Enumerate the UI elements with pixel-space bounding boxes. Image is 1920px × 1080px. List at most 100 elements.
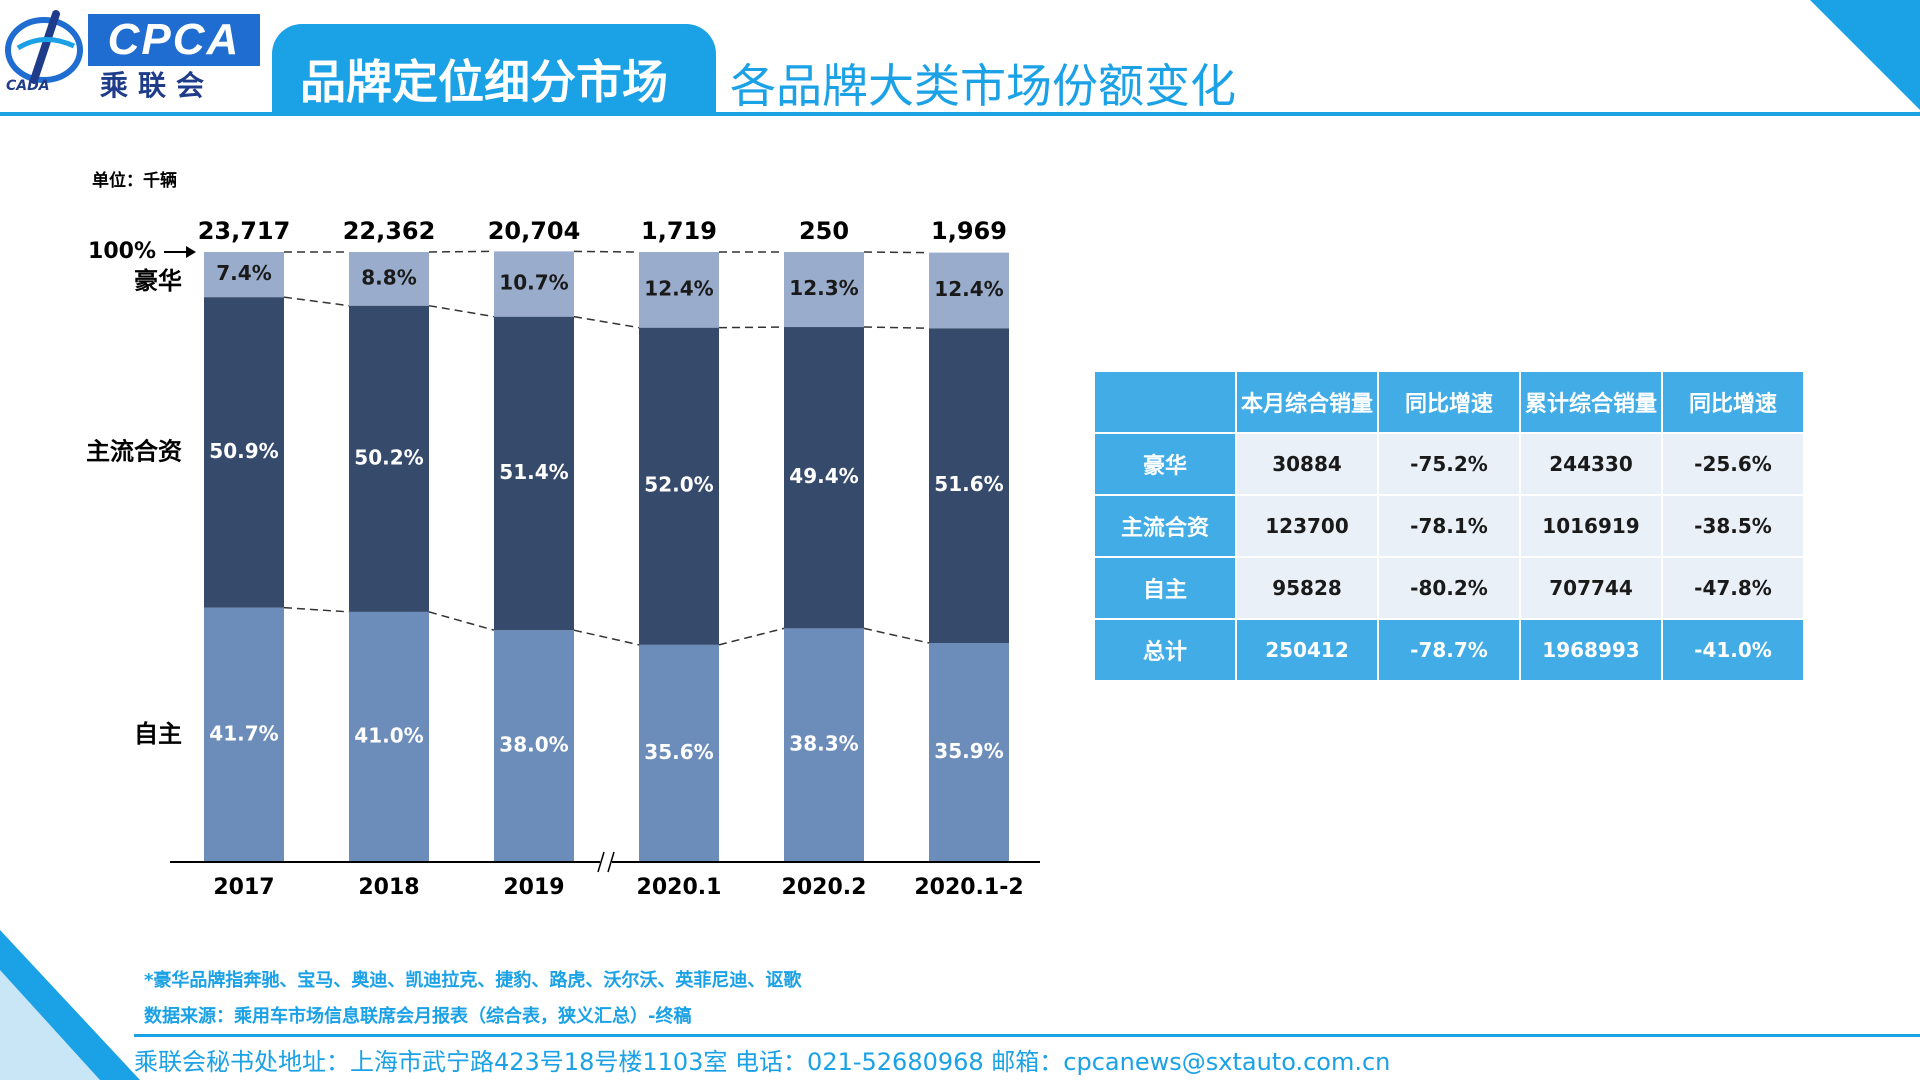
segment-value-label: 41.7%	[209, 721, 278, 745]
series-label: 豪华	[134, 267, 182, 295]
bar-segment	[494, 630, 574, 862]
bar-segment	[494, 251, 574, 317]
segment-value-label: 50.2%	[354, 445, 423, 469]
segment-value-label: 41.0%	[354, 723, 423, 747]
axis-break-mark	[597, 851, 605, 873]
title-tab	[272, 24, 716, 114]
segment-value-label: 8.8%	[361, 265, 416, 289]
dashed-connector	[428, 611, 495, 631]
hundred-percent-label: 100%	[88, 239, 156, 264]
bar-total-label: 23,717	[198, 217, 291, 245]
bar-total-label: 1,969	[931, 217, 1007, 245]
page-subtitle: 各品牌大类市场份额变化	[730, 59, 1236, 113]
segment-value-label: 52.0%	[644, 473, 713, 497]
bar-segment	[929, 328, 1009, 644]
segment-value-label: 7.4%	[216, 261, 271, 285]
table-cell: -25.6%	[1663, 434, 1803, 494]
segment-value-label: 51.6%	[934, 472, 1003, 496]
table-cell: -75.2%	[1379, 434, 1519, 494]
table-cell: -41.0%	[1663, 620, 1803, 680]
header-divider	[0, 112, 1920, 116]
x-tick-label: 2017	[213, 875, 274, 900]
segment-value-label: 38.0%	[499, 733, 568, 757]
x-tick-label: 2020.2	[782, 875, 867, 900]
cpca-emblem-icon	[5, 10, 83, 84]
corner-decoration-bottom-left	[0, 930, 140, 1080]
bar-segment	[929, 643, 1009, 862]
segment-value-label: 12.4%	[934, 277, 1003, 301]
bar-total-label: 20,704	[488, 217, 581, 245]
table-col-header: 累计综合销量	[1521, 372, 1661, 432]
axis-break-mark	[607, 851, 615, 873]
segment-value-label: 10.7%	[499, 271, 568, 295]
bar-segment	[349, 611, 429, 862]
dashed-connector	[863, 251, 930, 254]
stacked-bar-chart: 41.7% 50.9% 7.4% 2017 23,717 41.0% 50.2% 8.8% 20…	[86, 217, 1040, 900]
x-tick-label: 2019	[503, 875, 564, 900]
table-cell: 250412	[1237, 620, 1377, 680]
bar-total-label: 1,719	[641, 217, 717, 245]
table-row: 豪华 30884 -75.2% 244330 -25.6%	[1095, 434, 1803, 494]
cpca-logo: CPCA 乘联会 CADA	[0, 0, 270, 110]
table-row-label: 豪华	[1095, 434, 1235, 494]
dashed-connector	[428, 250, 495, 253]
segment-value-label: 35.6%	[644, 740, 713, 764]
logo-cpca-text: CPCA	[88, 14, 260, 66]
table-cell: 95828	[1237, 558, 1377, 618]
table-col-header: 同比增速	[1379, 372, 1519, 432]
bar-segment	[929, 252, 1009, 329]
dashed-connector	[428, 304, 495, 318]
corner-decoration-top-right	[1810, 0, 1920, 110]
bar-segment	[784, 252, 864, 328]
table-cell: -78.1%	[1379, 496, 1519, 556]
unit-label: 单位：千辆	[92, 171, 177, 191]
dashed-connector	[573, 629, 640, 646]
segment-value-label: 49.4%	[789, 464, 858, 488]
bar-total-label: 22,362	[343, 217, 436, 245]
table-cell: -78.7%	[1379, 620, 1519, 680]
table-cell: 707744	[1521, 558, 1661, 618]
dashed-connector	[573, 250, 640, 253]
logo-cada-text: CADA	[6, 78, 50, 94]
axis-break-gap	[600, 850, 612, 874]
table-col-header: 本月综合销量	[1237, 372, 1377, 432]
table-row-label: 自主	[1095, 558, 1235, 618]
arrow-head-icon	[186, 246, 196, 258]
segment-value-label: 12.3%	[789, 276, 858, 300]
dashed-connector	[718, 326, 785, 329]
bar-segment	[349, 305, 429, 612]
segment-value-label: 50.9%	[209, 439, 278, 463]
table-cell: -47.8%	[1663, 558, 1803, 618]
bar-segment	[494, 316, 574, 631]
dashed-connector	[283, 606, 350, 613]
bar-segment	[784, 628, 864, 862]
x-tick-label: 2020.1-2	[914, 875, 1023, 900]
table-cell: 1016919	[1521, 496, 1661, 556]
bar-segment	[349, 252, 429, 306]
bar-segment	[639, 327, 719, 645]
table-row-label: 总计	[1095, 620, 1235, 680]
segment-value-label: 35.9%	[934, 739, 1003, 763]
footer-contact: 乘联会秘书处地址：上海市武宁路423号18号楼1103室 电话：021-5268…	[134, 1048, 1391, 1076]
luxury-definition-note: *豪华品牌指奔驰、宝马、奥迪、凯迪拉克、捷豹、路虎、沃尔沃、英菲尼迪、讴歌	[144, 970, 802, 991]
bar-total-label: 250	[799, 217, 849, 245]
table-cell: -80.2%	[1379, 558, 1519, 618]
dashed-connector	[573, 315, 640, 329]
dashed-connector	[863, 627, 930, 644]
dashed-connector	[863, 326, 930, 329]
table-row-label: 主流合资	[1095, 496, 1235, 556]
bar-segment	[204, 297, 284, 608]
table-row: 自主 95828 -80.2% 707744 -47.8%	[1095, 558, 1803, 618]
table-header-row: 本月综合销量 同比增速 累计综合销量 同比增速	[1095, 372, 1803, 432]
table-col-header: 同比增速	[1663, 372, 1803, 432]
segment-value-label: 38.3%	[789, 732, 858, 756]
bar-segment	[204, 607, 284, 862]
segment-value-label: 12.4%	[644, 276, 713, 300]
table-row: 主流合资 123700 -78.1% 1016919 -38.5%	[1095, 496, 1803, 556]
logo-chinese-text: 乘联会	[100, 69, 215, 102]
dashed-connector	[718, 627, 785, 646]
table-cell: 1968993	[1521, 620, 1661, 680]
table-corner-cell	[1095, 372, 1235, 432]
x-tick-label: 2018	[358, 875, 419, 900]
